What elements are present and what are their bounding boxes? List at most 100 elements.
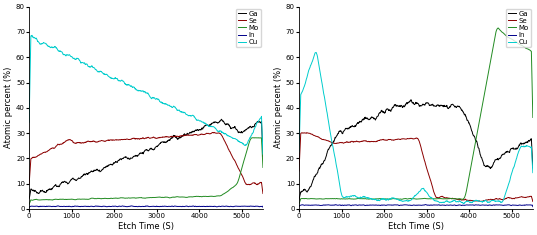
- Cu: [40, 41, 47, 44]
- Cu: [438, 201, 445, 204]
- In: [474, 204, 480, 206]
- Se: [260, 192, 266, 195]
- Line: Cu: Cu: [29, 35, 263, 154]
- In: [497, 204, 504, 207]
- X-axis label: Etch Time (S): Etch Time (S): [388, 222, 444, 231]
- Cu: [313, 51, 319, 54]
- Se: [26, 183, 32, 186]
- Legend: Ga, Se, Mo, In, Cu: Ga, Se, Mo, In, Cu: [506, 9, 531, 47]
- Cu: [204, 124, 210, 126]
- In: [529, 205, 536, 208]
- Ga: [162, 141, 168, 144]
- Mo: [162, 196, 168, 199]
- Cu: [445, 200, 452, 203]
- Cu: [175, 109, 182, 112]
- Ga: [175, 138, 182, 141]
- In: [175, 205, 182, 208]
- Ga: [203, 123, 209, 125]
- Se: [529, 200, 536, 203]
- Se: [40, 151, 47, 154]
- Legend: Ga, Se, Mo, In, Cu: Ga, Se, Mo, In, Cu: [236, 9, 261, 47]
- Cu: [310, 57, 317, 60]
- Line: In: In: [29, 206, 263, 208]
- Line: In: In: [299, 204, 533, 207]
- Cu: [529, 171, 536, 174]
- Cu: [474, 199, 480, 202]
- Cu: [168, 105, 175, 108]
- In: [26, 206, 32, 209]
- Cu: [26, 121, 32, 124]
- Se: [162, 136, 168, 138]
- Ga: [218, 118, 224, 121]
- Mo: [473, 136, 480, 139]
- Line: Mo: Mo: [299, 28, 533, 204]
- Mo: [168, 196, 175, 199]
- Y-axis label: Atomic percent (%): Atomic percent (%): [274, 67, 283, 149]
- Mo: [495, 27, 501, 29]
- Cu: [162, 102, 169, 105]
- Ga: [228, 127, 234, 130]
- Mo: [40, 198, 47, 201]
- Line: Se: Se: [29, 132, 263, 193]
- Se: [175, 135, 182, 138]
- Mo: [497, 29, 504, 32]
- Ga: [497, 156, 504, 159]
- In: [54, 204, 61, 207]
- Se: [296, 170, 302, 172]
- In: [438, 204, 445, 207]
- Mo: [203, 195, 209, 198]
- Ga: [438, 104, 445, 107]
- Mo: [227, 188, 234, 190]
- In: [432, 204, 438, 206]
- Ga: [529, 166, 536, 169]
- Ga: [445, 107, 452, 110]
- In: [260, 206, 266, 209]
- In: [204, 205, 210, 208]
- Line: Ga: Ga: [29, 119, 263, 199]
- Mo: [310, 197, 317, 200]
- Line: Mo: Mo: [29, 138, 263, 204]
- Se: [438, 195, 445, 198]
- Mo: [445, 197, 451, 200]
- In: [445, 204, 452, 207]
- Mo: [438, 197, 444, 200]
- Ga: [296, 199, 302, 202]
- Ga: [408, 98, 415, 101]
- Se: [203, 132, 209, 135]
- Cu: [498, 201, 504, 204]
- In: [228, 205, 234, 208]
- Mo: [26, 203, 32, 206]
- Se: [211, 131, 217, 134]
- Ga: [310, 178, 317, 181]
- Line: Cu: Cu: [299, 52, 533, 204]
- Ga: [26, 197, 32, 200]
- Se: [168, 135, 175, 138]
- Mo: [260, 166, 266, 169]
- Cu: [260, 153, 266, 156]
- Se: [432, 194, 438, 197]
- Ga: [474, 140, 480, 142]
- Se: [477, 200, 484, 203]
- Line: Se: Se: [299, 133, 533, 202]
- Ga: [432, 105, 438, 107]
- Cu: [461, 202, 467, 205]
- X-axis label: Etch Time (S): Etch Time (S): [118, 222, 174, 231]
- In: [168, 205, 175, 208]
- In: [162, 205, 169, 208]
- Mo: [432, 197, 438, 200]
- In: [296, 205, 302, 208]
- In: [423, 203, 429, 206]
- Mo: [529, 116, 536, 119]
- Se: [310, 134, 317, 137]
- Mo: [175, 195, 182, 198]
- Cu: [29, 34, 35, 37]
- In: [40, 205, 47, 208]
- Se: [474, 200, 480, 202]
- Ga: [168, 137, 175, 139]
- Cu: [432, 199, 438, 202]
- Se: [304, 131, 310, 134]
- Ga: [260, 156, 266, 158]
- In: [310, 204, 317, 207]
- Mo: [296, 203, 302, 205]
- Mo: [250, 136, 256, 139]
